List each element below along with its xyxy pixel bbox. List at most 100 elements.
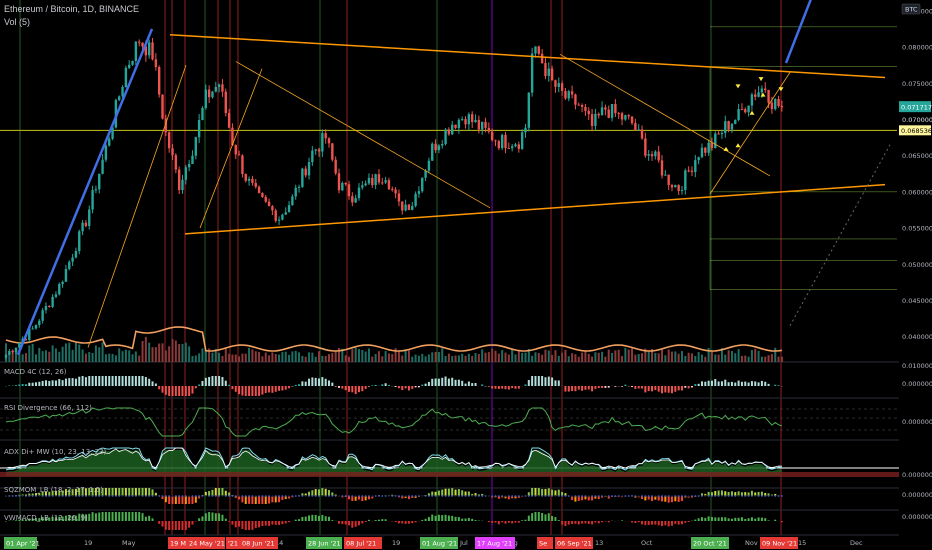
vwmacd-bar	[354, 521, 357, 527]
sqzmom-bar	[461, 490, 464, 496]
volume-bar	[201, 348, 204, 362]
date-highlight-badge	[306, 537, 342, 549]
time-axis[interactable]: 19MayJun1419JulAug13Oct13Nov15Dec01 Apr …	[0, 536, 932, 550]
vwmacd-bar	[427, 517, 430, 521]
price-axis[interactable]: 0.0850000.0800000.0750000.0700000.065000…	[899, 0, 932, 550]
candle-body	[74, 251, 78, 258]
macd-bar	[367, 386, 370, 387]
macd-bar	[571, 386, 574, 392]
candle-body	[600, 107, 604, 116]
rising-line	[199, 68, 263, 229]
vwmacd-bar	[421, 519, 424, 521]
vwmacd-bar	[584, 521, 587, 524]
volume-bar	[417, 355, 420, 362]
vwmacd-bar	[141, 513, 144, 521]
sqzmom-bar	[760, 491, 763, 496]
sqz-dot	[258, 495, 260, 497]
candle-body	[104, 145, 108, 160]
volume-bar	[647, 350, 650, 362]
volume-bar	[234, 354, 237, 362]
vwmacd-bar	[224, 518, 227, 521]
sqz-dot	[604, 495, 607, 497]
sqz-dot	[567, 495, 570, 497]
candle-body	[714, 133, 717, 148]
sqzmom-bar	[717, 490, 720, 496]
sqz-dot	[584, 495, 587, 497]
volume-bar	[521, 352, 524, 362]
volume-bar	[208, 348, 211, 362]
macd-bar	[298, 384, 301, 386]
sqzmom-bar	[664, 496, 667, 502]
time-tick-label: Jul	[459, 539, 468, 547]
sqz-dot	[594, 495, 597, 497]
price-tick-label: 0.060000	[902, 188, 932, 196]
volume-bar	[81, 349, 84, 362]
macd-bar	[34, 382, 37, 386]
volume-bar	[487, 352, 490, 362]
sqzmom-bar	[218, 488, 221, 496]
sqz-dot	[637, 495, 640, 497]
vwmacd-bar	[447, 515, 450, 521]
vwmacd-bar	[48, 517, 51, 521]
sqz-dot	[444, 495, 447, 497]
sqz-dot	[105, 495, 107, 497]
candle-body	[684, 170, 687, 190]
date-highlight-badge	[760, 537, 798, 549]
candle-body	[84, 222, 88, 227]
macd-bar	[204, 377, 207, 386]
sqzmom-bar	[547, 488, 550, 496]
sqzmom-bar	[644, 496, 647, 501]
volume-bar	[397, 351, 400, 362]
sqz-dot	[115, 495, 117, 497]
volume-bar	[304, 356, 307, 362]
candle-body	[421, 177, 424, 192]
macd-bar	[614, 386, 617, 387]
date-highlight-text: 19 M	[170, 540, 186, 548]
sqzmom-bar	[141, 488, 144, 496]
candle-body	[241, 155, 244, 175]
macd-bar	[344, 386, 347, 391]
candle-body	[451, 124, 454, 135]
sqzmom-bar	[118, 488, 121, 496]
macd-bar	[384, 383, 387, 386]
sqzmom-bar	[128, 488, 131, 496]
sqz-dot	[674, 495, 677, 497]
vwmacd-bar	[94, 513, 97, 521]
macd-bar	[188, 386, 191, 396]
sqzmom-bar	[680, 496, 683, 501]
vwmacd-bar	[551, 515, 554, 521]
vwmacd-bar	[601, 521, 604, 523]
vwmacd-bar	[311, 514, 314, 521]
sqzmom-bar	[181, 496, 184, 504]
macd-bar	[514, 386, 517, 389]
sqz-dot	[78, 495, 81, 497]
sqz-dot	[421, 495, 424, 497]
level-badge-text: 0.068536	[901, 127, 932, 135]
sqzmom-bar	[431, 491, 434, 496]
candle-body	[727, 121, 730, 130]
candle-body	[614, 103, 617, 114]
macd-bar	[301, 381, 304, 386]
volume-bar	[414, 354, 417, 362]
candle-body	[467, 114, 471, 125]
macd-bar	[704, 381, 707, 386]
volume-bar	[514, 354, 517, 362]
vwmacd-bar	[14, 520, 17, 521]
volume-bar	[138, 355, 141, 362]
macd-bar	[94, 376, 97, 386]
sqzmom-bar	[301, 493, 304, 496]
sqzmom-bar	[61, 490, 64, 496]
vwmacd-bar	[241, 521, 244, 529]
vwmacd-bar	[744, 518, 747, 521]
sqzmom-bar	[101, 488, 104, 496]
volume-bar	[704, 356, 707, 362]
vwmacd-bar	[324, 516, 327, 521]
vwmacd-bar	[674, 521, 677, 524]
candle-body	[381, 182, 384, 184]
sqzmom-bar	[527, 492, 530, 496]
sqzmom-bar	[208, 491, 211, 496]
sqz-dot	[348, 495, 350, 497]
macd-bar	[441, 377, 444, 386]
candle-body	[417, 191, 421, 194]
